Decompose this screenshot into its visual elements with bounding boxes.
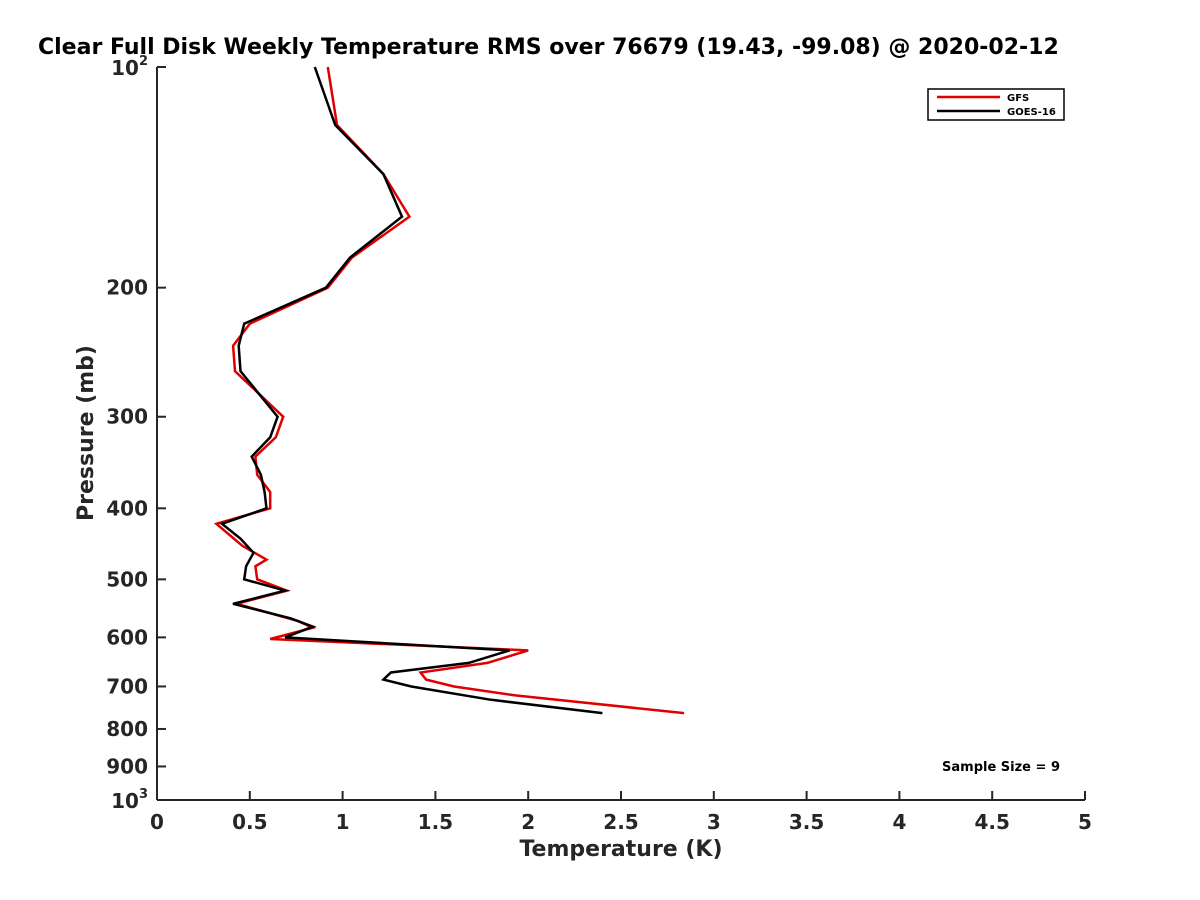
y-tick-label-exponent: 2 — [139, 54, 148, 69]
y-axis-label: Pressure (mb) — [74, 345, 99, 521]
y-tick-label-exponent: 3 — [139, 787, 148, 802]
legend-items: GFS GOES-16 — [937, 93, 1056, 118]
x-tick-label: 2.5 — [603, 810, 638, 834]
y-tick-label: 700 — [106, 674, 148, 698]
y-tick-label-base: 10 — [111, 789, 139, 813]
y-tick-label: 102 — [111, 54, 148, 80]
y-tick-label: 800 — [106, 717, 148, 741]
x-axis-label: Temperature (K) — [519, 837, 722, 862]
x-tick-label: 4 — [892, 810, 906, 834]
y-tick-label: 103 — [111, 787, 148, 813]
y-tick-label: 600 — [106, 625, 148, 649]
x-ticks: 0 0.5 1 1.5 2 2.5 3 3.5 4 4.5 5 — [150, 791, 1092, 834]
x-tick-label: 4.5 — [974, 810, 1009, 834]
chart-title: Clear Full Disk Weekly Temperature RMS o… — [38, 35, 1059, 60]
y-tick-label: 400 — [106, 496, 148, 520]
legend-label: GFS — [1007, 93, 1029, 104]
legend-label: GOES-16 — [1007, 107, 1056, 118]
x-tick-label: 0.5 — [232, 810, 267, 834]
x-tick-label: 3 — [707, 810, 721, 834]
y-tick-label-base: 10 — [111, 56, 139, 80]
x-tick-label: 0 — [150, 810, 164, 834]
legend-box — [927, 88, 1065, 121]
y-tick-label: 900 — [106, 754, 148, 778]
series-layer — [213, 66, 685, 715]
sample-size-annotation: Sample Size = 9 — [942, 760, 1060, 775]
y-tick-label: 200 — [106, 276, 148, 300]
plot-area: 0 0.5 1 1.5 2 2.5 3 3.5 4 4.5 5 102200300400500600… — [106, 54, 1092, 834]
y-tick-label: 300 — [106, 405, 148, 429]
x-tick-label: 5 — [1078, 810, 1092, 834]
series-line-goes-16 — [219, 66, 603, 715]
x-tick-label: 1 — [336, 810, 350, 834]
y-tick-label: 500 — [106, 567, 148, 591]
x-tick-label: 2 — [521, 810, 535, 834]
x-tick-label: 1.5 — [418, 810, 453, 834]
legend: GFS GOES-16 — [927, 88, 1065, 121]
x-tick-label: 3.5 — [789, 810, 824, 834]
